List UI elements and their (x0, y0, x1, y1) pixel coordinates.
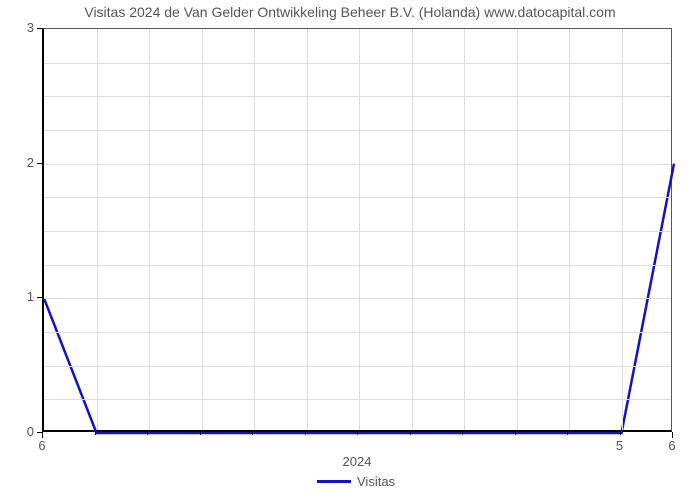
grid-line-h (44, 197, 671, 198)
y-tick (37, 28, 42, 29)
x-tick-minor (357, 432, 358, 435)
grid-line-v (569, 29, 570, 430)
x-axis-label-center: 2024 (343, 454, 372, 469)
chart-container: Visitas 2024 de Van Gelder Ontwikkeling … (0, 0, 700, 500)
grid-line-v (359, 29, 360, 430)
x-tick-minor (252, 432, 253, 435)
y-axis-label: 3 (4, 20, 34, 35)
grid-line-v (622, 29, 623, 430)
grid-line-v (307, 29, 308, 430)
grid-line-h (44, 130, 671, 131)
x-tick-minor (305, 432, 306, 435)
grid-line-h (44, 96, 671, 97)
grid-line-v (97, 29, 98, 430)
x-tick-minor (462, 432, 463, 435)
grid-line-v (517, 29, 518, 430)
grid-line-v (149, 29, 150, 430)
y-tick (37, 163, 42, 164)
x-tick-minor (200, 432, 201, 435)
grid-line-v (412, 29, 413, 430)
y-tick (37, 297, 42, 298)
grid-line-h (44, 265, 671, 266)
grid-line-h (44, 332, 671, 333)
y-axis-label: 0 (4, 424, 34, 439)
plot-area (42, 28, 672, 432)
legend-swatch (317, 480, 351, 483)
grid-line-h (44, 399, 671, 400)
x-axis-label-right: 6 (668, 438, 675, 453)
x-tick-minor (95, 432, 96, 435)
x-tick-minor (515, 432, 516, 435)
y-axis-label: 2 (4, 155, 34, 170)
chart-title: Visitas 2024 de Van Gelder Ontwikkeling … (0, 4, 700, 20)
grid-line-h (44, 63, 671, 64)
legend-label: Visitas (357, 474, 395, 489)
grid-line-h (44, 231, 671, 232)
grid-line-h (44, 298, 671, 299)
grid-line-v (464, 29, 465, 430)
grid-line-h (44, 366, 671, 367)
grid-line-v (202, 29, 203, 430)
grid-line-h (44, 164, 671, 165)
x-tick-minor (147, 432, 148, 435)
x-tick-minor (410, 432, 411, 435)
x-axis-label-right-inner: 5 (616, 438, 623, 453)
x-axis-label-left: 6 (38, 438, 45, 453)
x-tick-minor (567, 432, 568, 435)
legend: Visitas (317, 474, 395, 489)
x-tick-minor (620, 432, 621, 435)
y-axis-label: 1 (4, 289, 34, 304)
grid-line-v (254, 29, 255, 430)
